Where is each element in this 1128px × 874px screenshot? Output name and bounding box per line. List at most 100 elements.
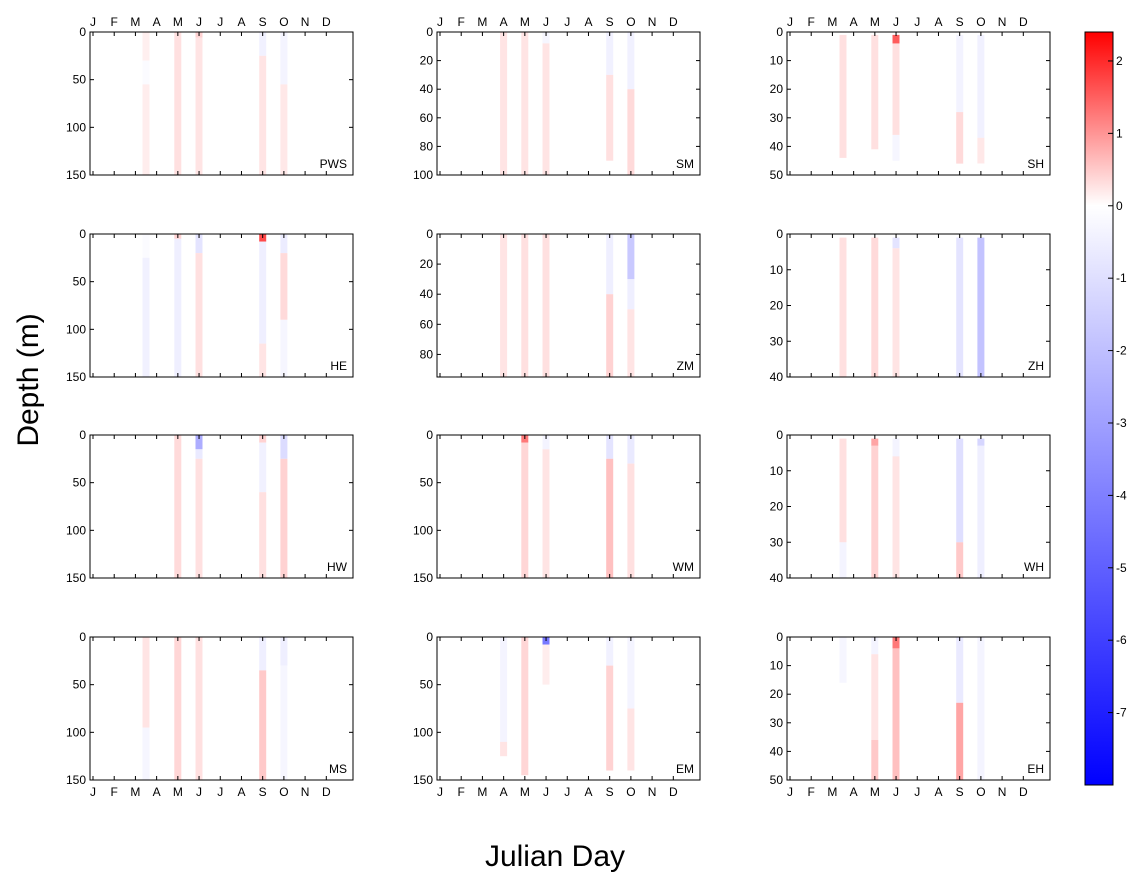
profile-segment: [259, 241, 267, 344]
month-label: A: [500, 785, 508, 799]
colorbar-tick-label: 2: [1116, 54, 1123, 68]
colorbar-tick-label: -2: [1116, 344, 1127, 358]
month-label: M: [173, 785, 183, 799]
profile-segment: [174, 637, 182, 780]
profile-segment: [871, 445, 879, 578]
depth-tick-label: 80: [420, 139, 434, 153]
profile-segment: [977, 637, 985, 780]
month-label: D: [322, 15, 331, 29]
depth-tick-label: 0: [776, 227, 783, 241]
month-label: M: [827, 785, 837, 799]
depth-tick-label: 50: [73, 678, 87, 692]
depth-tick-label: 60: [420, 111, 434, 125]
month-label: S: [956, 15, 964, 29]
month-label: S: [259, 785, 267, 799]
station-label: SM: [676, 157, 694, 171]
month-label: D: [1019, 15, 1028, 29]
profile-segment: [280, 32, 288, 85]
depth-tick-label: 40: [770, 744, 784, 758]
profile-segment: [871, 654, 879, 740]
colorbar-tick-label: -1: [1116, 271, 1127, 285]
depth-tick-label: 100: [66, 725, 86, 739]
month-label: N: [301, 15, 310, 29]
profile-segment: [280, 84, 288, 175]
month-label: O: [279, 785, 288, 799]
month-label: A: [237, 15, 245, 29]
profile-segment: [280, 637, 288, 666]
panel-wh: 0 10 20 30 40 WH: [770, 428, 1051, 585]
month-label: D: [322, 785, 331, 799]
profile-segment: [627, 32, 635, 90]
depth-tick-label: 100: [413, 725, 433, 739]
profile-segment: [142, 727, 150, 780]
month-label: J: [914, 15, 920, 29]
month-label: N: [648, 785, 657, 799]
station-label: EM: [676, 762, 694, 776]
month-label: S: [259, 15, 267, 29]
month-label: S: [956, 785, 964, 799]
depth-tick-label: 80: [420, 347, 434, 361]
month-label: A: [584, 15, 592, 29]
month-label: A: [153, 785, 161, 799]
depth-tick-label: 30: [770, 535, 784, 549]
station-label: HW: [327, 560, 348, 574]
profile-segment: [627, 463, 635, 578]
profile-segment: [500, 741, 508, 757]
month-label: A: [850, 15, 858, 29]
plot-frame: [786, 31, 1051, 176]
month-label: S: [606, 15, 614, 29]
depth-tick-label: 30: [770, 716, 784, 730]
depth-tick-label: 100: [66, 120, 86, 134]
depth-tick-label: 0: [79, 428, 86, 442]
month-label: A: [153, 15, 161, 29]
depth-tick-label: 150: [66, 370, 86, 384]
month-label: A: [500, 15, 508, 29]
month-label: N: [648, 15, 657, 29]
profile-segment: [627, 708, 635, 771]
profile-segment: [892, 456, 900, 578]
profile-segment: [956, 237, 964, 377]
profile-segment: [627, 234, 635, 280]
colorbar-tick-label: -5: [1116, 561, 1127, 575]
month-label: J: [564, 15, 570, 29]
profile-segment: [606, 458, 614, 578]
plot-frame: [436, 31, 701, 176]
panel-hw: 0 50 100 150 HW: [66, 428, 354, 585]
month-label: D: [1019, 785, 1028, 799]
panel-zm: 0 20 40 60 80 ZM: [420, 227, 701, 378]
depth-tick-label: 100: [413, 168, 433, 182]
profile-segment: [627, 89, 635, 175]
profile-segment: [627, 435, 635, 464]
colorbar-tick-label: 0: [1116, 199, 1123, 213]
month-label: A: [934, 785, 942, 799]
profile-segment: [195, 637, 203, 780]
depth-tick-label: 0: [776, 428, 783, 442]
month-label: J: [914, 785, 920, 799]
depth-tick-label: 40: [420, 82, 434, 96]
profile-segment: [280, 234, 288, 254]
profile-segment: [871, 438, 879, 446]
month-label: O: [626, 785, 635, 799]
panel-he: 0 50 100 150 HE: [66, 227, 354, 384]
profile-segment: [606, 637, 614, 666]
month-label: M: [827, 15, 837, 29]
colorbar-tick-label: -3: [1116, 416, 1127, 430]
depth-tick-label: 50: [73, 73, 87, 87]
station-label: PWS: [320, 157, 347, 171]
month-label: M: [173, 15, 183, 29]
month-label: F: [458, 15, 465, 29]
month-label: J: [196, 15, 202, 29]
month-label: A: [237, 785, 245, 799]
depth-tick-label: 10: [770, 464, 784, 478]
station-label: ZH: [1028, 359, 1044, 373]
profile-segment: [142, 60, 150, 85]
plot-frame: [786, 434, 1051, 579]
profile-segment: [259, 32, 267, 56]
profile-segment: [542, 43, 550, 176]
profile-segment: [956, 34, 964, 113]
month-label: M: [520, 785, 530, 799]
month-label: J: [893, 15, 899, 29]
depth-tick-label: 0: [776, 630, 783, 644]
